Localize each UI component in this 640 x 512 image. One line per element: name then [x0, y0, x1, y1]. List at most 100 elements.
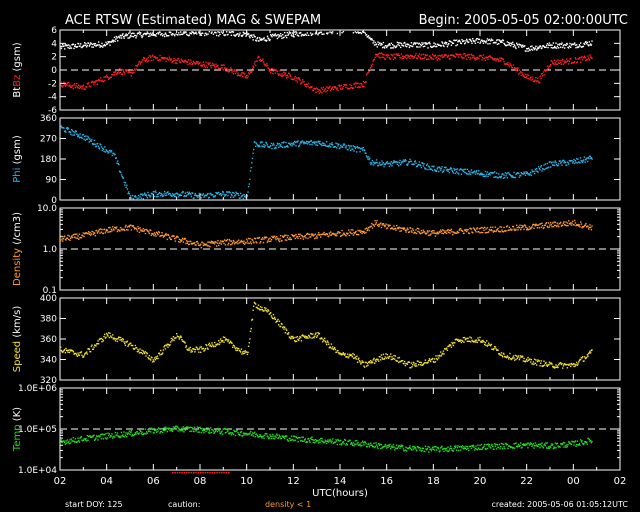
data-point: [82, 85, 84, 87]
data-point: [506, 172, 508, 175]
data-point: [74, 83, 76, 85]
data-point: [402, 228, 405, 230]
data-point: [585, 41, 587, 43]
data-point: [98, 147, 100, 149]
data-point: [258, 40, 260, 42]
data-point: [272, 437, 275, 440]
data-point: [189, 192, 191, 195]
data-point: [550, 46, 553, 49]
data-point: [492, 59, 495, 61]
data-point: [119, 435, 121, 437]
data-point: [186, 242, 189, 244]
data-point: [402, 55, 404, 57]
data-point: [253, 34, 255, 36]
data-point: [265, 310, 268, 312]
data-point: [416, 165, 419, 167]
data-point: [590, 352, 592, 354]
data-point: [410, 42, 413, 44]
data-point: [538, 47, 540, 50]
data-point: [433, 230, 435, 232]
data-point: [412, 448, 415, 450]
data-point: [475, 445, 477, 447]
data-point: [254, 141, 256, 144]
data-point: [182, 426, 185, 428]
data-point: [384, 445, 386, 447]
data-point: [554, 224, 556, 227]
y-tick-label: 2: [51, 53, 57, 63]
data-point: [328, 145, 331, 147]
data-point: [179, 430, 181, 432]
data-point: [477, 172, 479, 175]
data-point: [299, 437, 301, 439]
data-point: [263, 146, 266, 148]
data-point: [420, 233, 422, 235]
data-point: [314, 237, 316, 240]
data-point: [309, 336, 311, 339]
data-point: [506, 443, 509, 446]
data-point: [184, 192, 187, 194]
data-point: [427, 231, 429, 233]
data-point: [149, 196, 151, 198]
data-point: [535, 359, 537, 361]
data-point: [451, 341, 453, 344]
data-point: [452, 170, 454, 173]
data-point: [573, 444, 575, 446]
data-point: [226, 191, 229, 193]
data-point: [126, 340, 129, 342]
data-point: [260, 39, 262, 41]
data-point: [254, 431, 256, 433]
data-point: [226, 67, 228, 70]
data-point: [187, 240, 189, 243]
data-point: [375, 222, 377, 224]
data-point: [481, 448, 483, 450]
data-point: [168, 35, 170, 37]
data-point: [156, 57, 159, 59]
data-point: [198, 348, 201, 350]
data-point: [112, 228, 115, 230]
data-point: [112, 74, 114, 76]
data-point: [168, 236, 171, 238]
data-point: [386, 56, 389, 58]
data-point: [242, 435, 244, 437]
data-point: [196, 240, 199, 243]
data-point: [585, 159, 587, 161]
data-point: [428, 41, 431, 44]
data-point: [578, 46, 580, 48]
data-point: [455, 44, 457, 47]
data-point: [214, 195, 217, 197]
data-point: [434, 361, 437, 363]
data-point: [146, 228, 148, 231]
data-point: [581, 55, 583, 58]
data-point: [194, 241, 196, 244]
data-point: [449, 232, 451, 234]
data-point: [286, 31, 289, 34]
data-point: [275, 147, 277, 149]
data-point: [76, 135, 79, 138]
data-point: [63, 349, 65, 352]
data-point: [84, 353, 86, 355]
data-point: [69, 349, 71, 351]
data-point: [61, 441, 63, 443]
data-point: [89, 138, 91, 140]
data-point: [305, 237, 307, 239]
data-point: [316, 32, 318, 35]
data-point: [73, 134, 75, 136]
data-point: [370, 359, 372, 362]
data-point: [407, 228, 409, 231]
data-point: [124, 73, 126, 75]
data-point: [450, 445, 452, 447]
data-point: [227, 33, 229, 36]
data-point: [115, 157, 117, 159]
data-point: [152, 59, 155, 61]
data-point: [230, 34, 233, 36]
data-point: [310, 140, 313, 142]
data-point: [552, 365, 554, 368]
data-point: [397, 446, 399, 448]
data-point: [481, 226, 483, 229]
data-point: [147, 191, 149, 194]
data-point: [195, 31, 197, 33]
data-point: [518, 443, 520, 446]
data-point: [551, 443, 553, 445]
data-point: [588, 45, 590, 47]
data-point: [392, 446, 394, 448]
